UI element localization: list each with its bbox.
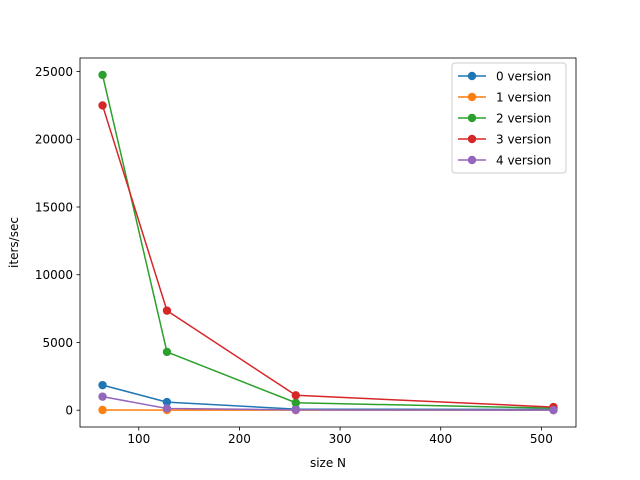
legend-item: 1 version (458, 90, 551, 104)
series-line (102, 395, 554, 411)
legend-item: 4 version (458, 153, 551, 167)
y-tick-label: 15000 (35, 200, 73, 214)
data-point (291, 391, 300, 400)
legend-marker (467, 113, 477, 123)
plot-frame (79, 57, 577, 428)
data-point (291, 405, 300, 415)
legend-label: 2 version (496, 111, 551, 125)
data-point (98, 392, 107, 401)
x-axis: 100 200 300 400 500 (127, 427, 553, 446)
y-tick-label: 10000 (35, 268, 73, 282)
y-tick-label: 0 (65, 404, 73, 418)
data-point (98, 380, 107, 390)
data-point (98, 101, 107, 110)
y-tick-label: 20000 (35, 133, 73, 147)
data-point (162, 347, 172, 357)
series-line (101, 105, 554, 408)
series-4 (98, 392, 558, 415)
y-axis: 0 5000 10000 15000 20000 25000 (35, 65, 80, 418)
legend-label: 1 version (496, 90, 551, 104)
data-point (162, 397, 172, 407)
legend-box (451, 62, 567, 174)
y-axis-label: iters/sec (7, 217, 21, 268)
data-point (162, 404, 172, 413)
legend-marker (467, 155, 477, 165)
legend-label: 0 version (496, 69, 551, 83)
data-point (98, 70, 107, 80)
legend-label: 4 version (496, 153, 551, 167)
x-tick-label: 500 (530, 432, 553, 446)
legend-marker (467, 71, 477, 81)
legend: 0 version 1 version 2 version 3 version 4 ve… (451, 62, 567, 174)
data-point (291, 398, 300, 407)
x-tick-label: 200 (228, 432, 251, 446)
y-tick-label: 25000 (35, 65, 73, 79)
series-line (101, 74, 554, 409)
series-layer (98, 70, 558, 415)
legend-label: 3 version (496, 132, 551, 146)
x-tick-label: 400 (429, 432, 452, 446)
x-axis-label: size N (310, 456, 346, 470)
data-point (162, 306, 172, 315)
data-point (98, 405, 107, 415)
data-point (549, 405, 558, 415)
legend-item: 3 version (458, 132, 551, 146)
legend-marker (467, 134, 477, 144)
x-tick-label: 100 (127, 432, 150, 446)
x-tick-label: 300 (329, 432, 352, 446)
legend-item: 2 version (458, 111, 551, 125)
y-tick-label: 5000 (42, 336, 73, 350)
legend-item: 0 version (458, 69, 551, 83)
legend-marker (467, 92, 477, 102)
